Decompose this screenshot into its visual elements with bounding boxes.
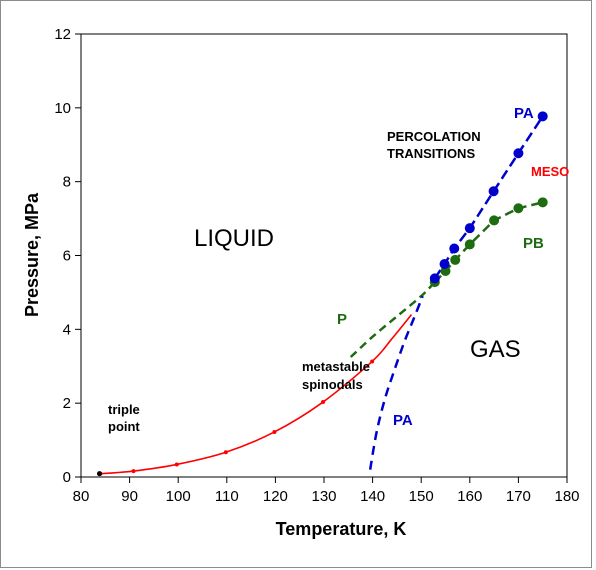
pa-point (449, 243, 460, 254)
coexistence-point (321, 400, 326, 405)
x-tick-label: 90 (121, 488, 138, 505)
coexistence-point (272, 429, 277, 434)
gas-region-label: GAS (470, 336, 521, 363)
metastable-label-line1: metastable (302, 359, 370, 374)
coexistence-point (370, 359, 375, 364)
pb-point (489, 215, 500, 226)
y-tick-label: 0 (63, 469, 71, 486)
coexistence-point (131, 469, 136, 474)
pa-point (488, 186, 499, 197)
x-tick-label: 80 (73, 488, 90, 505)
y-axis-title: Pressure, MPa (22, 192, 42, 317)
triple-point-label-line1: triple (108, 402, 140, 417)
triple-point-label-line2: point (108, 419, 140, 434)
x-axis-title: Temperature, K (276, 519, 407, 539)
pb-point (537, 197, 548, 208)
percolation-label-line1: PERCOLATION (387, 129, 481, 144)
x-tick-label: 160 (457, 488, 482, 505)
x-tick-label: 130 (311, 488, 336, 505)
x-tick-label: 150 (409, 488, 434, 505)
p-label: P (337, 311, 347, 328)
liquid-region-label: LIQUID (194, 225, 274, 252)
p-spinodal-line (349, 281, 436, 358)
x-tick-label: 100 (166, 488, 191, 505)
series-layer (96, 111, 548, 477)
pa-lower-label: PA (393, 412, 413, 429)
x-tick-label: 120 (263, 488, 288, 505)
y-tick-label: 6 (63, 248, 71, 265)
coexistence-point (174, 462, 179, 467)
metastable-label-line2: spinodals (302, 377, 363, 392)
coexistence-point (223, 450, 228, 455)
pb-point (450, 254, 461, 265)
y-tick-label: 2 (63, 395, 71, 412)
pa-spinodal-line (368, 295, 424, 470)
pa-upper-label: PA (514, 105, 534, 122)
y-tick-label: 10 (54, 100, 71, 117)
x-tick-label: 180 (554, 488, 579, 505)
pb-label: PB (523, 235, 544, 252)
meso-label: MESO (531, 164, 569, 179)
pb-point (464, 239, 475, 250)
triple-point-marker (96, 471, 102, 477)
percolation-label-line2: TRANSITIONS (387, 146, 475, 161)
ticks-layer: 80 90 100 110 120 130 140 150 160 170 180 0 2 4 6 8 10 12 (54, 26, 579, 505)
plot-area (80, 33, 568, 478)
x-tick-label: 140 (360, 488, 385, 505)
x-tick-label: 170 (506, 488, 531, 505)
pa-point (429, 273, 440, 284)
pa-point (513, 148, 524, 159)
pa-point (537, 111, 548, 122)
y-tick-label: 4 (63, 321, 71, 338)
x-tick-label: 110 (215, 488, 239, 505)
y-tick-label: 8 (63, 174, 71, 191)
pb-point (513, 203, 524, 214)
y-tick-label: 12 (54, 26, 71, 43)
pa-point (439, 258, 450, 269)
pa-point (464, 223, 475, 234)
